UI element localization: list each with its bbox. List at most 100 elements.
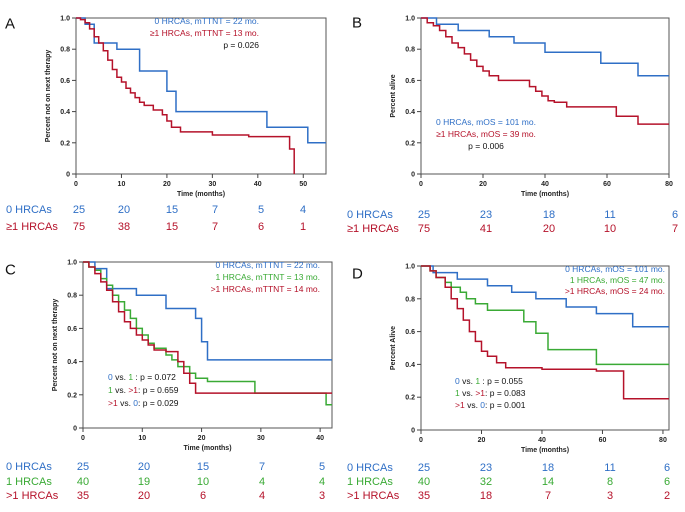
y-axis-label: Percent alive (390, 74, 397, 117)
km-curve-2 (421, 265, 669, 400)
risk-count: 20 (138, 490, 150, 502)
comparison-a: 1 (455, 388, 460, 398)
risk-count: 10 (604, 223, 616, 235)
panel-letter: D (352, 265, 363, 282)
x-tick-label: 30 (257, 435, 265, 442)
km-curve-1 (421, 17, 669, 125)
x-tick-label: 0 (74, 181, 78, 188)
risk-count: 1 (300, 221, 306, 233)
comparison-p: : p = 0.001 (485, 400, 526, 410)
comparison-line: >1 vs. 0: p = 0.029 (108, 398, 179, 408)
risk-count: 6 (258, 221, 264, 233)
y-tick-label: 1.0 (60, 16, 70, 23)
x-tick-label: 60 (603, 181, 611, 188)
risk-count: 75 (73, 221, 85, 233)
comparison-a: 1 (108, 385, 113, 395)
risk-count: 40 (77, 476, 89, 488)
y-axis-label: Percent not on next therapy (45, 50, 52, 143)
comparison-p: : p = 0.659 (138, 385, 179, 395)
x-tick-label: 20 (479, 181, 487, 188)
y-tick-label: 0.4 (405, 109, 415, 116)
comparison-p: : p = 0.029 (138, 398, 179, 408)
comparison-mid: vs. (118, 398, 134, 408)
y-tick-label: 0.6 (60, 78, 70, 85)
risk-count: 15 (166, 204, 178, 216)
comparison-a: 0 (108, 372, 113, 382)
comparison-line: 1 vs. >1: p = 0.083 (455, 388, 526, 398)
plot-frame (82, 261, 333, 429)
panel-letter: B (352, 14, 362, 31)
y-tick-label: 0.6 (405, 78, 415, 85)
risk-count: 19 (138, 476, 150, 488)
risk-count: 23 (480, 462, 492, 474)
comparison-a: >1 (455, 400, 465, 410)
risk-count: 10 (197, 476, 209, 488)
risk-count: 20 (118, 204, 130, 216)
risk-count: 3 (607, 490, 613, 502)
y-axis-label: Percent not on next therapy (52, 299, 59, 392)
risk-row-label: ≥1 HRCAs (347, 223, 399, 235)
comparison-p: : p = 0.083 (485, 388, 526, 398)
x-tick-label: 80 (665, 181, 673, 188)
risk-row-label: >1 HRCAs (347, 490, 400, 502)
km-curve-0 (83, 261, 332, 361)
risk-row-label: 1 HRCAs (347, 476, 393, 488)
risk-count: 18 (542, 462, 554, 474)
comparison-b: 1 (128, 372, 133, 382)
risk-count: 35 (418, 490, 430, 502)
y-tick-label: 0 (66, 172, 70, 179)
legend-entry: 0 HRCAs, mTTNT = 22 mo. (216, 260, 320, 270)
y-tick-label: 0.2 (405, 140, 415, 147)
legend-entry: p = 0.006 (468, 141, 504, 151)
risk-count: 11 (604, 462, 615, 474)
risk-count: 7 (212, 221, 218, 233)
km-curve-0 (421, 265, 669, 328)
legend-entry: ≥1 HRCAs, mOS = 39 mo. (436, 129, 536, 139)
risk-count: 35 (77, 490, 89, 502)
risk-count: 23 (480, 209, 492, 221)
km-curve-1 (83, 261, 332, 406)
y-tick-label: 0.2 (60, 140, 70, 147)
risk-count: 15 (197, 461, 209, 473)
risk-count: 4 (259, 476, 265, 488)
x-axis-label: Time (months) (183, 445, 231, 452)
risk-count: 6 (664, 476, 670, 488)
risk-count: 4 (259, 490, 265, 502)
y-tick-label: 0.4 (60, 109, 70, 116)
risk-count: 15 (166, 221, 178, 233)
y-tick-label: 0 (73, 426, 77, 433)
risk-row-label: 1 HRCAs (6, 476, 52, 488)
y-axis-label: Percent Alive (390, 326, 397, 370)
x-tick-label: 40 (541, 181, 549, 188)
risk-count: 18 (480, 490, 492, 502)
risk-count: 7 (545, 490, 551, 502)
x-tick-label: 0 (419, 181, 423, 188)
comparison-a: >1 (108, 398, 118, 408)
risk-count: 25 (418, 462, 430, 474)
legend-entry: p = 0.026 (223, 40, 259, 50)
comparison-mid: vs. (113, 385, 129, 395)
comparison-mid: vs. (113, 372, 129, 382)
legend-entry: 0 HRCAs, mTTNT = 22 mo. (155, 16, 259, 26)
risk-row-label: 0 HRCAs (6, 204, 52, 216)
risk-count: 20 (138, 461, 150, 473)
risk-count: 4 (319, 476, 325, 488)
x-tick-label: 0 (419, 437, 423, 444)
legend-entry: >1 HRCAs, mTTNT = 14 mo. (211, 284, 320, 294)
risk-count: 41 (480, 223, 492, 235)
x-tick-label: 0 (81, 435, 85, 442)
risk-count: 2 (664, 490, 670, 502)
risk-count: 7 (212, 204, 218, 216)
x-tick-label: 20 (163, 181, 171, 188)
risk-count: 20 (543, 223, 555, 235)
risk-count: 25 (73, 204, 85, 216)
legend-entry: 1 HRCAs, mTTNT = 13 mo. (216, 272, 320, 282)
x-tick-label: 50 (299, 181, 307, 188)
risk-row-label: 0 HRCAs (347, 462, 393, 474)
plot-frame (75, 17, 327, 175)
panel-letter: C (5, 261, 16, 278)
risk-count: 5 (258, 204, 264, 216)
risk-count: 14 (542, 476, 554, 488)
